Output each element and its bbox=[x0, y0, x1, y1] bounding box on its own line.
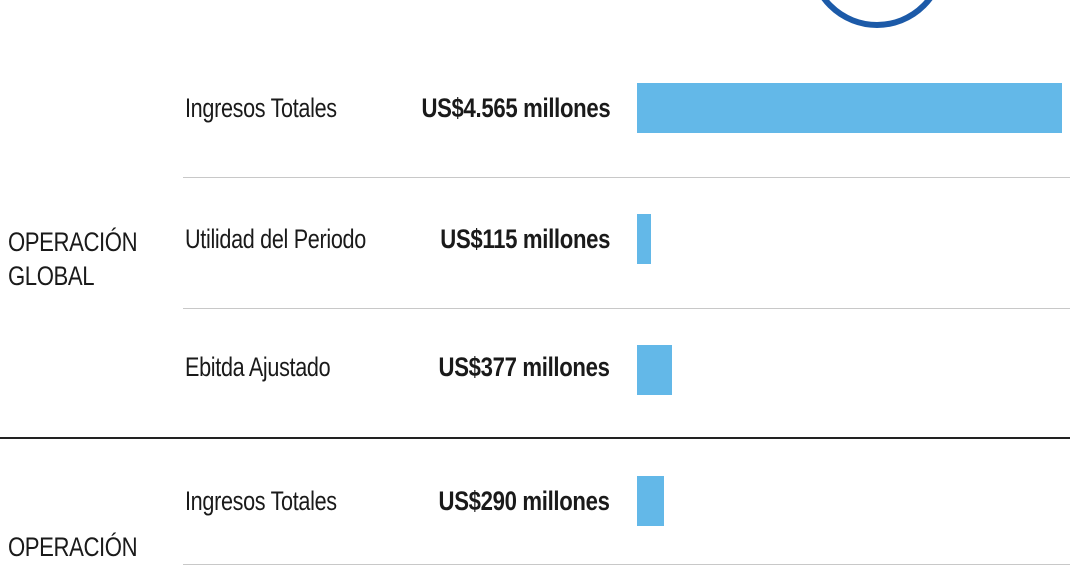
section-label-line: OPERACIÓN bbox=[8, 532, 138, 562]
metric-value: US$377 millones bbox=[438, 352, 610, 382]
bar-utilidad-del-periodo bbox=[637, 214, 651, 264]
bar-ingresos-totales-second bbox=[637, 476, 664, 526]
circle-decoration bbox=[808, 0, 946, 28]
metric-label: Ebitda Ajustado bbox=[185, 352, 331, 382]
section-label-line: OPERACIÓN bbox=[8, 227, 138, 257]
bar-ebitda-ajustado bbox=[637, 345, 672, 395]
metric-label: Utilidad del Periodo bbox=[185, 224, 366, 254]
bar-ingresos-totales-global bbox=[637, 83, 1062, 133]
metric-value: US$115 millones bbox=[440, 224, 610, 254]
metric-value: US$290 millones bbox=[438, 486, 610, 516]
section-label-second: OPERACIÓN bbox=[8, 530, 138, 564]
row-divider bbox=[183, 177, 1070, 178]
section-divider bbox=[0, 437, 1070, 439]
row-divider bbox=[183, 308, 1070, 309]
metric-value: US$4.565 millones bbox=[421, 93, 610, 123]
row-divider bbox=[183, 564, 1070, 565]
section-label-global: OPERACIÓN GLOBAL bbox=[8, 225, 138, 293]
metric-label: Ingresos Totales bbox=[185, 486, 337, 516]
metric-label: Ingresos Totales bbox=[185, 93, 337, 123]
section-label-line: GLOBAL bbox=[8, 261, 95, 291]
